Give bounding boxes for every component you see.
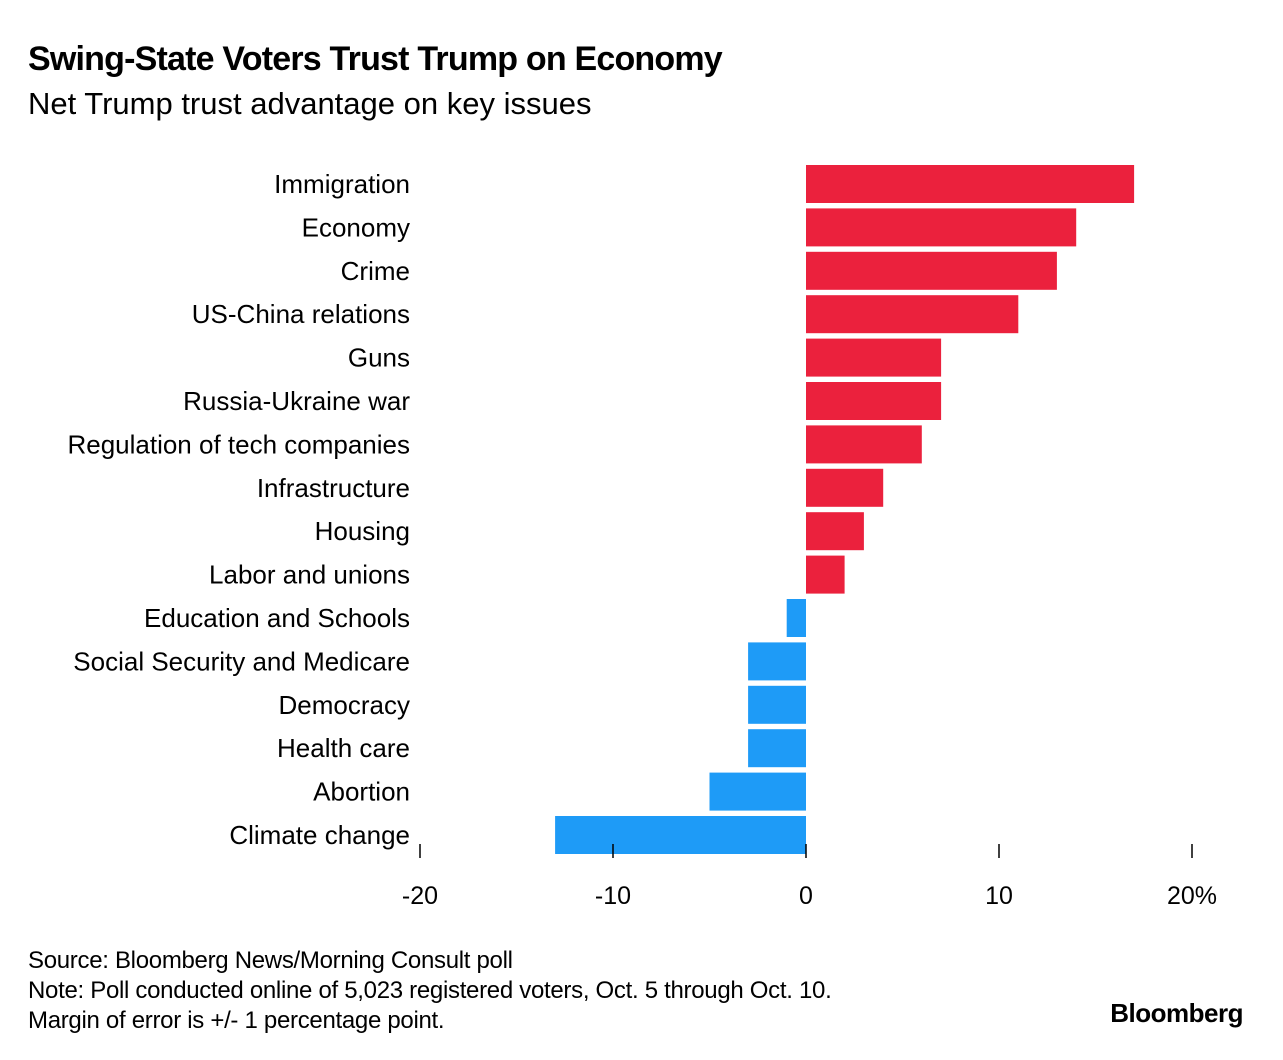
category-label: Social Security and Medicare xyxy=(73,646,410,676)
chart-title: Swing-State Voters Trust Trump on Econom… xyxy=(28,40,723,78)
category-label: Guns xyxy=(348,343,410,373)
source-note: Source: Bloomberg News/Morning Consult p… xyxy=(28,947,513,974)
category-label: Health care xyxy=(277,733,410,763)
bar-economy xyxy=(806,208,1077,247)
x-tick-label: -20 xyxy=(402,882,438,910)
x-tick-label: 0 xyxy=(799,882,813,910)
bar-health-care xyxy=(748,729,806,768)
category-label: Democracy xyxy=(279,690,410,720)
methodology-note: Note: Poll conducted online of 5,023 reg… xyxy=(28,977,832,1004)
category-label: Education and Schools xyxy=(144,603,410,633)
bar-housing xyxy=(806,512,864,551)
footer-notes: Source: Bloomberg News/Morning Consult p… xyxy=(28,946,832,1036)
category-label: Infrastructure xyxy=(257,473,410,503)
bar-immigration xyxy=(806,165,1135,203)
bar-labor-and-unions xyxy=(806,555,845,594)
category-label: Crime xyxy=(341,256,410,286)
bar-russia-ukraine-war xyxy=(806,382,942,420)
bar-us-china-relations xyxy=(806,295,1019,334)
x-tick-label: 10 xyxy=(985,882,1013,910)
margin-note: Margin of error is +/- 1 percentage poin… xyxy=(28,1007,445,1034)
category-label: Russia-Ukraine war xyxy=(183,386,410,416)
category-label: Economy xyxy=(302,212,410,242)
chart-subtitle: Net Trump trust advantage on key issues xyxy=(28,86,592,121)
bar-crime xyxy=(806,251,1057,290)
category-label: Regulation of tech companies xyxy=(67,429,410,459)
bar-regulation-of-tech-companies xyxy=(806,425,922,464)
x-tick-label: -10 xyxy=(595,882,631,910)
category-label: Housing xyxy=(315,516,410,546)
category-label: Abortion xyxy=(313,777,410,807)
bar-climate-change xyxy=(555,816,806,854)
bar-democracy xyxy=(748,685,806,724)
bloomberg-logo: Bloomberg xyxy=(1110,998,1243,1028)
bar-abortion xyxy=(709,772,806,811)
x-tick-label: 20% xyxy=(1167,882,1217,910)
category-label: Immigration xyxy=(274,169,410,199)
bar-chart: Immigration Economy Crime US-China relation… xyxy=(67,165,1217,910)
category-label: Climate change xyxy=(229,820,410,850)
category-label: US-China relations xyxy=(192,299,410,329)
bar-social-security-and-medicare xyxy=(748,642,806,681)
bar-guns xyxy=(806,338,942,377)
bar-infrastructure xyxy=(806,468,884,507)
bar-education-and-schools xyxy=(786,599,806,637)
category-label: Labor and unions xyxy=(209,560,410,590)
